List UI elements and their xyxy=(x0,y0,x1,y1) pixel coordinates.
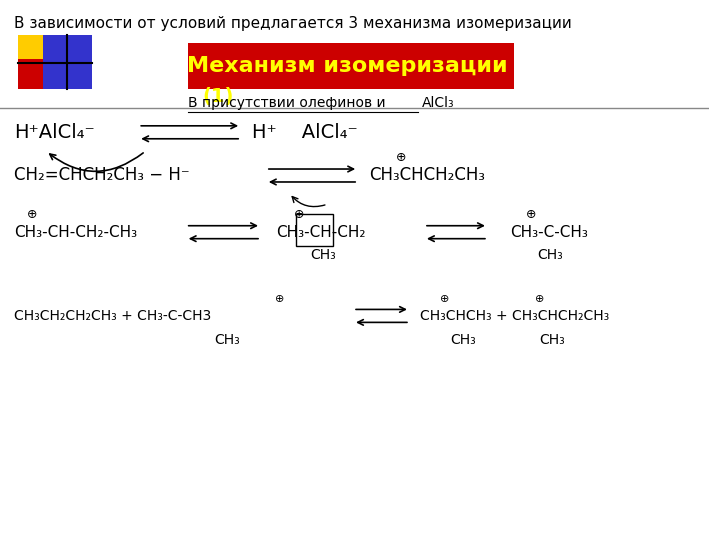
Text: В зависимости от условий предлагается 3 механизма изомеризации: В зависимости от условий предлагается 3 … xyxy=(14,16,572,31)
Text: ⊕: ⊕ xyxy=(275,294,284,303)
Text: ⊕: ⊕ xyxy=(526,208,536,221)
Text: ⊕: ⊕ xyxy=(396,151,406,164)
Text: Механизм изомеризации: Механизм изомеризации xyxy=(187,56,508,76)
Text: (1): (1) xyxy=(202,87,233,106)
Text: ⊕: ⊕ xyxy=(440,294,449,303)
Text: ⊕: ⊕ xyxy=(27,208,37,221)
Text: CH₃: CH₃ xyxy=(539,333,564,347)
Text: CH₃CHCH₃ + CH₃CHCH₂CH₃: CH₃CHCH₃ + CH₃CHCH₂CH₃ xyxy=(420,309,609,323)
FancyBboxPatch shape xyxy=(42,35,92,65)
Text: ⊕: ⊕ xyxy=(536,294,545,303)
Text: CH₃CHCH₂CH₃: CH₃CHCH₂CH₃ xyxy=(369,166,485,185)
Text: CH₃-CH-CH₂: CH₃-CH-CH₂ xyxy=(276,225,366,240)
Text: CH₃CH₂CH₂CH₃ + CH₃-C-CH3: CH₃CH₂CH₂CH₃ + CH₃-C-CH3 xyxy=(14,309,212,323)
Text: AlCl₃: AlCl₃ xyxy=(422,96,454,110)
FancyBboxPatch shape xyxy=(18,59,68,89)
Text: CH₃: CH₃ xyxy=(538,248,563,262)
FancyBboxPatch shape xyxy=(42,59,92,89)
Text: H⁺AlCl₄⁻: H⁺AlCl₄⁻ xyxy=(14,123,95,142)
Text: CH₃: CH₃ xyxy=(214,333,240,347)
Text: CH₃: CH₃ xyxy=(310,248,336,262)
Text: CH₂=CHCH₂CH₃ − H⁻: CH₂=CHCH₂CH₃ − H⁻ xyxy=(14,166,190,185)
Text: CH₃-C-CH₃: CH₃-C-CH₃ xyxy=(510,225,588,240)
Text: CH₃: CH₃ xyxy=(450,333,476,347)
Text: В присутствии олефинов и: В присутствии олефинов и xyxy=(188,96,385,110)
Text: CH₃-CH-CH₂-CH₃: CH₃-CH-CH₂-CH₃ xyxy=(14,225,138,240)
FancyBboxPatch shape xyxy=(188,43,514,89)
Text: H⁺    AlCl₄⁻: H⁺ AlCl₄⁻ xyxy=(252,123,357,142)
Text: ⊕: ⊕ xyxy=(294,208,305,221)
FancyBboxPatch shape xyxy=(18,35,68,65)
